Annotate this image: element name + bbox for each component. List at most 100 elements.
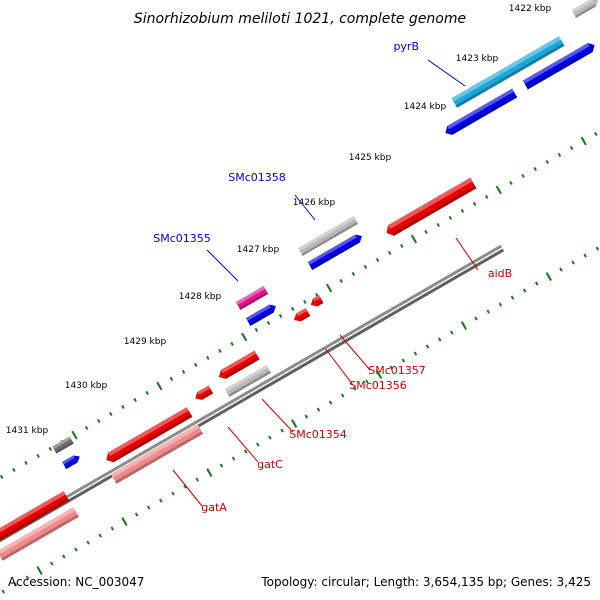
gene-labels: pyrB SMc01358 SMc01355 aidB SMc01357 SMc01356… bbox=[153, 40, 512, 514]
scale-tick bbox=[193, 362, 198, 368]
map-title: Sinorhizobium meliloti 1021, complete ge… bbox=[134, 11, 466, 27]
gene-feature-forward[interactable] bbox=[522, 43, 595, 90]
gene-feature-forward[interactable] bbox=[451, 36, 565, 108]
scale-tick-label: 1428 kbp bbox=[179, 292, 222, 302]
gene-feature-forward[interactable] bbox=[307, 234, 362, 270]
scale-tick bbox=[243, 449, 248, 454]
scale-tick bbox=[571, 260, 575, 265]
gene-feature-highlight bbox=[245, 304, 271, 321]
gene-label-smc01356: SMc01356 bbox=[349, 379, 407, 392]
scale-tick bbox=[219, 463, 224, 468]
scale-tick bbox=[413, 351, 418, 356]
scale-tick bbox=[0, 474, 4, 480]
gene-label-aidb: aidB bbox=[488, 267, 512, 280]
gene-label-leader bbox=[339, 334, 371, 371]
gene-feature-forward[interactable] bbox=[571, 0, 599, 18]
gene-feature-highlight bbox=[571, 0, 594, 13]
scale-tick bbox=[268, 435, 272, 440]
scale-tick bbox=[171, 491, 175, 496]
gene-feature-highlight bbox=[224, 365, 269, 392]
scale-tick bbox=[181, 369, 186, 375]
scale-tick bbox=[183, 484, 187, 489]
scale-tick bbox=[195, 477, 199, 482]
scale-tick bbox=[400, 243, 404, 249]
gene-feature-forward[interactable] bbox=[52, 436, 74, 454]
scale-tick bbox=[254, 327, 259, 333]
scale-tick bbox=[62, 554, 66, 559]
scale-tick bbox=[498, 302, 503, 307]
scale-major-tick bbox=[206, 468, 213, 477]
gene-feature-shadow bbox=[65, 460, 78, 469]
scale-tick bbox=[401, 358, 406, 363]
gene-feature-reverse[interactable] bbox=[386, 177, 477, 236]
scale-tick bbox=[389, 365, 393, 370]
scale-tick bbox=[340, 393, 345, 398]
scale-tick bbox=[474, 316, 478, 321]
scale-tick-label: 1431 kbp bbox=[6, 426, 49, 436]
scale-tick bbox=[328, 400, 333, 405]
scale-tick bbox=[109, 411, 113, 417]
gene-label-leader bbox=[324, 347, 354, 386]
gene-feature-forward[interactable] bbox=[62, 455, 80, 469]
gene-feature-reverse[interactable] bbox=[110, 424, 204, 484]
scale-tick bbox=[206, 355, 210, 361]
scale-major-tick bbox=[375, 370, 383, 379]
gene-feature-highlight bbox=[235, 286, 266, 305]
scale-tick-label: 1427 kbp bbox=[237, 245, 280, 255]
gene-feature-shadow bbox=[392, 185, 477, 236]
scale-tick bbox=[256, 442, 260, 447]
gene-feature-shadow bbox=[455, 43, 565, 108]
gene-feature-reverse[interactable] bbox=[0, 507, 79, 561]
scale-tick bbox=[450, 330, 454, 335]
scale-major-tick bbox=[410, 234, 418, 244]
gene-feature-highlight bbox=[522, 43, 590, 84]
gene-feature-reverse[interactable] bbox=[218, 350, 260, 379]
gene-feature-shadow bbox=[112, 414, 193, 463]
scale-tick bbox=[533, 166, 537, 172]
scale-major-tick bbox=[156, 381, 163, 391]
scale-tick bbox=[134, 512, 139, 517]
gene-label-smc01357: SMc01357 bbox=[368, 364, 426, 377]
scale-tick bbox=[169, 376, 174, 382]
gene-feature-forward[interactable] bbox=[298, 216, 358, 256]
scale-tick bbox=[521, 173, 525, 179]
gene-feature-forward[interactable] bbox=[245, 304, 276, 326]
gene-feature-highlight bbox=[312, 295, 321, 302]
gene-feature-forward[interactable] bbox=[445, 88, 518, 135]
gene-feature-shadow bbox=[526, 49, 593, 90]
gene-feature-shadow bbox=[301, 221, 358, 256]
gene-feature-forward[interactable] bbox=[235, 286, 269, 310]
scale-tick bbox=[48, 446, 52, 452]
gene-feature-shadow bbox=[575, 4, 597, 18]
scale-tick bbox=[24, 460, 28, 466]
scale-tick-label: 1424 kbp bbox=[404, 102, 447, 112]
gene-feature-highlight bbox=[0, 491, 66, 533]
scale-tick bbox=[472, 201, 477, 207]
gene-feature-shadow bbox=[200, 391, 214, 400]
scale-tick bbox=[375, 257, 380, 263]
scale-major-tick bbox=[121, 517, 128, 526]
gene-feature-shadow bbox=[115, 431, 204, 484]
scale-tick bbox=[98, 533, 102, 538]
gene-feature-shadow bbox=[55, 441, 74, 454]
scale-tick bbox=[595, 246, 600, 251]
gene-feature-reverse[interactable] bbox=[224, 365, 272, 397]
scale-tick bbox=[509, 180, 513, 186]
scale-major-tick bbox=[545, 272, 552, 281]
scale-tick bbox=[49, 561, 54, 566]
scale-ticks: 1422 kbp 1423 kbp 1424 kbp 1425 kbp 1426 kbp… bbox=[0, 4, 600, 594]
scale-tick bbox=[559, 267, 563, 272]
gene-feature-highlight bbox=[220, 350, 257, 374]
gene-feature-highlight bbox=[296, 308, 308, 317]
scale-tick bbox=[437, 337, 442, 342]
gene-feature-reverse[interactable] bbox=[106, 407, 193, 463]
gene-feature-highlight bbox=[298, 216, 356, 251]
scale-tick bbox=[12, 467, 16, 473]
scale-major-tick bbox=[36, 566, 43, 575]
gene-feature-highlight bbox=[197, 385, 211, 395]
scale-major-tick bbox=[325, 283, 333, 293]
scale-tick bbox=[145, 390, 149, 396]
scale-tick bbox=[594, 131, 598, 137]
scale-tick bbox=[231, 456, 236, 461]
